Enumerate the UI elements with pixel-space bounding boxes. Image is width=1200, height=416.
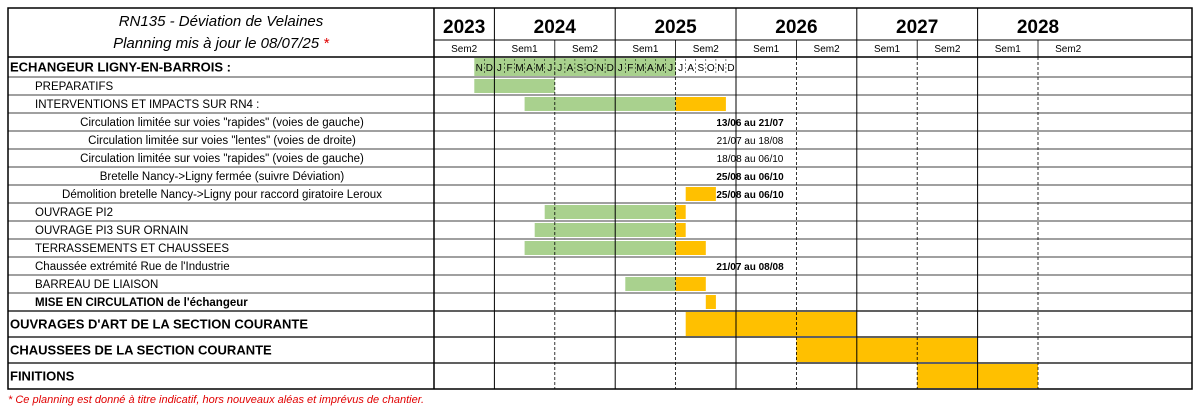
task-label: Bretelle Nancy->Ligny fermée (suivre Dév… <box>100 171 345 183</box>
task-label: Circulation limitée sur voies "lentes" (… <box>88 135 356 147</box>
task-bar-planned <box>685 312 857 336</box>
semester-label: Sem2 <box>572 44 599 55</box>
task-label: ECHANGEUR LIGNY-EN-BARROIS : <box>10 60 231 75</box>
outer-frame <box>7 7 1193 390</box>
month-letter: S <box>697 63 704 74</box>
month-letter: J <box>497 63 502 74</box>
task-bar-planned <box>675 277 706 291</box>
task-label: Circulation limitée sur voies "rapides" … <box>80 117 364 129</box>
subtitle-mark: * <box>323 35 330 52</box>
semester-label: Sem1 <box>995 44 1022 55</box>
month-letter: N <box>717 63 724 74</box>
grid-layer <box>7 7 1193 390</box>
month-letter: M <box>656 63 664 74</box>
month-letter: F <box>506 63 512 74</box>
task-bar-done <box>534 223 676 237</box>
month-letter: S <box>577 63 584 74</box>
task-label: BARREAU DE LIAISON <box>35 279 158 291</box>
year-label: 2024 <box>534 17 577 38</box>
month-letter: M <box>515 63 523 74</box>
month-letter: M <box>636 63 644 74</box>
task-bar-planned <box>685 187 716 201</box>
month-letter: D <box>727 63 734 74</box>
task-label: OUVRAGES D'ART DE LA SECTION COURANTE <box>10 317 308 332</box>
month-letter: N <box>596 63 603 74</box>
month-letter: A <box>526 63 533 74</box>
task-date-note: 18/08 au 06/10 <box>717 154 784 165</box>
task-bar-done <box>524 97 676 111</box>
task-bar-planned <box>705 295 716 309</box>
task-label: Démolition bretelle Nancy->Ligny pour ra… <box>62 189 382 201</box>
year-label: 2027 <box>896 17 938 38</box>
month-letter: M <box>536 63 544 74</box>
task-date-note: 21/07 au 18/08 <box>717 136 784 147</box>
task-bar-done <box>544 205 676 219</box>
task-label: PREPARATIFS <box>35 81 113 93</box>
month-letter: A <box>687 63 694 74</box>
semester-label: Sem2 <box>451 44 478 55</box>
month-letter: D <box>486 63 493 74</box>
month-letter: A <box>647 63 654 74</box>
semester-label: Sem1 <box>874 44 901 55</box>
task-label: FINITIONS <box>10 369 75 384</box>
task-bar-done <box>625 277 676 291</box>
semester-label: Sem1 <box>753 44 780 55</box>
footnote: * Ce planning est donné à titre indicati… <box>8 394 424 406</box>
task-bar-done <box>474 79 555 93</box>
task-label: OUVRAGE PI3 SUR ORNAIN <box>35 225 188 237</box>
chart-title: RN135 - Déviation de Velaines <box>119 13 324 30</box>
task-bar-planned <box>796 338 978 362</box>
task-bar-planned <box>675 205 686 219</box>
month-letter: J <box>678 63 683 74</box>
month-letter: N <box>476 63 483 74</box>
month-letter: D <box>607 63 614 74</box>
year-label: 2026 <box>775 17 817 38</box>
bars-layer <box>474 58 1038 388</box>
task-bar-done <box>524 241 676 255</box>
task-bar-planned <box>675 241 706 255</box>
chart-subtitle: Planning mis à jour le 08/07/25 * <box>113 35 330 52</box>
task-date-note: 25/08 au 06/10 <box>716 172 784 183</box>
month-letter: F <box>627 63 633 74</box>
task-bar-planned <box>675 97 726 111</box>
task-label: TERRASSEMENTS ET CHAUSSEES <box>35 243 229 255</box>
month-letter: J <box>557 63 562 74</box>
task-bar-planned <box>675 223 686 237</box>
semester-label: Sem1 <box>512 44 539 55</box>
task-date-note: 21/07 au 08/08 <box>716 262 784 273</box>
semester-label: Sem2 <box>1055 44 1082 55</box>
subtitle-text: Planning mis à jour le 08/07/25 <box>113 35 320 52</box>
task-label: Circulation limitée sur voies "rapides" … <box>80 153 364 165</box>
month-letter: O <box>707 63 715 74</box>
task-date-note: 13/06 au 21/07 <box>716 118 784 129</box>
task-label: OUVRAGE PI2 <box>35 207 113 219</box>
month-letter: A <box>567 63 574 74</box>
semester-label: Sem2 <box>814 44 841 55</box>
semester-label: Sem2 <box>693 44 720 55</box>
task-date-note: 25/08 au 06/10 <box>716 190 784 201</box>
task-label: MISE EN CIRCULATION de l'échangeur <box>35 297 248 309</box>
year-label: 2025 <box>654 17 697 38</box>
month-letter: J <box>618 63 623 74</box>
year-label: 2023 <box>443 17 485 38</box>
month-letter: J <box>668 63 673 74</box>
semester-label: Sem1 <box>632 44 659 55</box>
task-label: INTERVENTIONS ET IMPACTS SUR RN4 : <box>35 99 259 111</box>
task-label: Chaussée extrémité Rue de l'Industrie <box>35 261 230 273</box>
month-letter: O <box>586 63 594 74</box>
month-letter: J <box>547 63 552 74</box>
semester-label: Sem2 <box>934 44 961 55</box>
task-label: CHAUSSEES DE LA SECTION COURANTE <box>10 343 272 358</box>
year-label: 2028 <box>1017 17 1059 38</box>
